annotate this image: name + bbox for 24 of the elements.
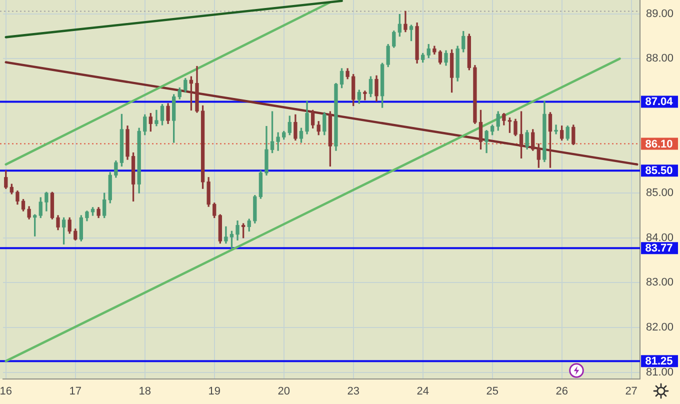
ref-line-label: 83.77 (645, 242, 673, 255)
x-tick-label: 24 (416, 386, 429, 398)
x-tick-label: 25 (486, 386, 498, 398)
x-tick-label: 23 (347, 386, 360, 398)
ref-line-label: 87.04 (645, 96, 674, 108)
ref-line-label: 86.10 (645, 138, 673, 150)
x-tick-label: 19 (208, 386, 220, 398)
y-tick-label: 81.00 (646, 366, 674, 378)
y-tick-label: 83.00 (646, 276, 674, 289)
x-tick-label: 27 (625, 386, 638, 398)
y-tick-label: 85.00 (646, 187, 674, 200)
y-tick-label: 84.00 (646, 232, 674, 244)
x-tick-label: 20 (278, 386, 290, 398)
x-tick-label: 17 (69, 386, 82, 398)
y-tick-label: 82.00 (646, 322, 674, 334)
x-tick-label: 16 (0, 386, 12, 398)
ref-line-label: 81.25 (645, 356, 673, 368)
y-tick-label: 88.00 (646, 52, 674, 65)
x-tick-label: 26 (556, 386, 568, 398)
candlestick (363, 90, 367, 100)
ref-line-label: 85.50 (645, 165, 673, 178)
x-tick-label: 18 (138, 386, 151, 398)
y-tick-label: 89.00 (646, 8, 674, 20)
candlestick (554, 124, 558, 134)
